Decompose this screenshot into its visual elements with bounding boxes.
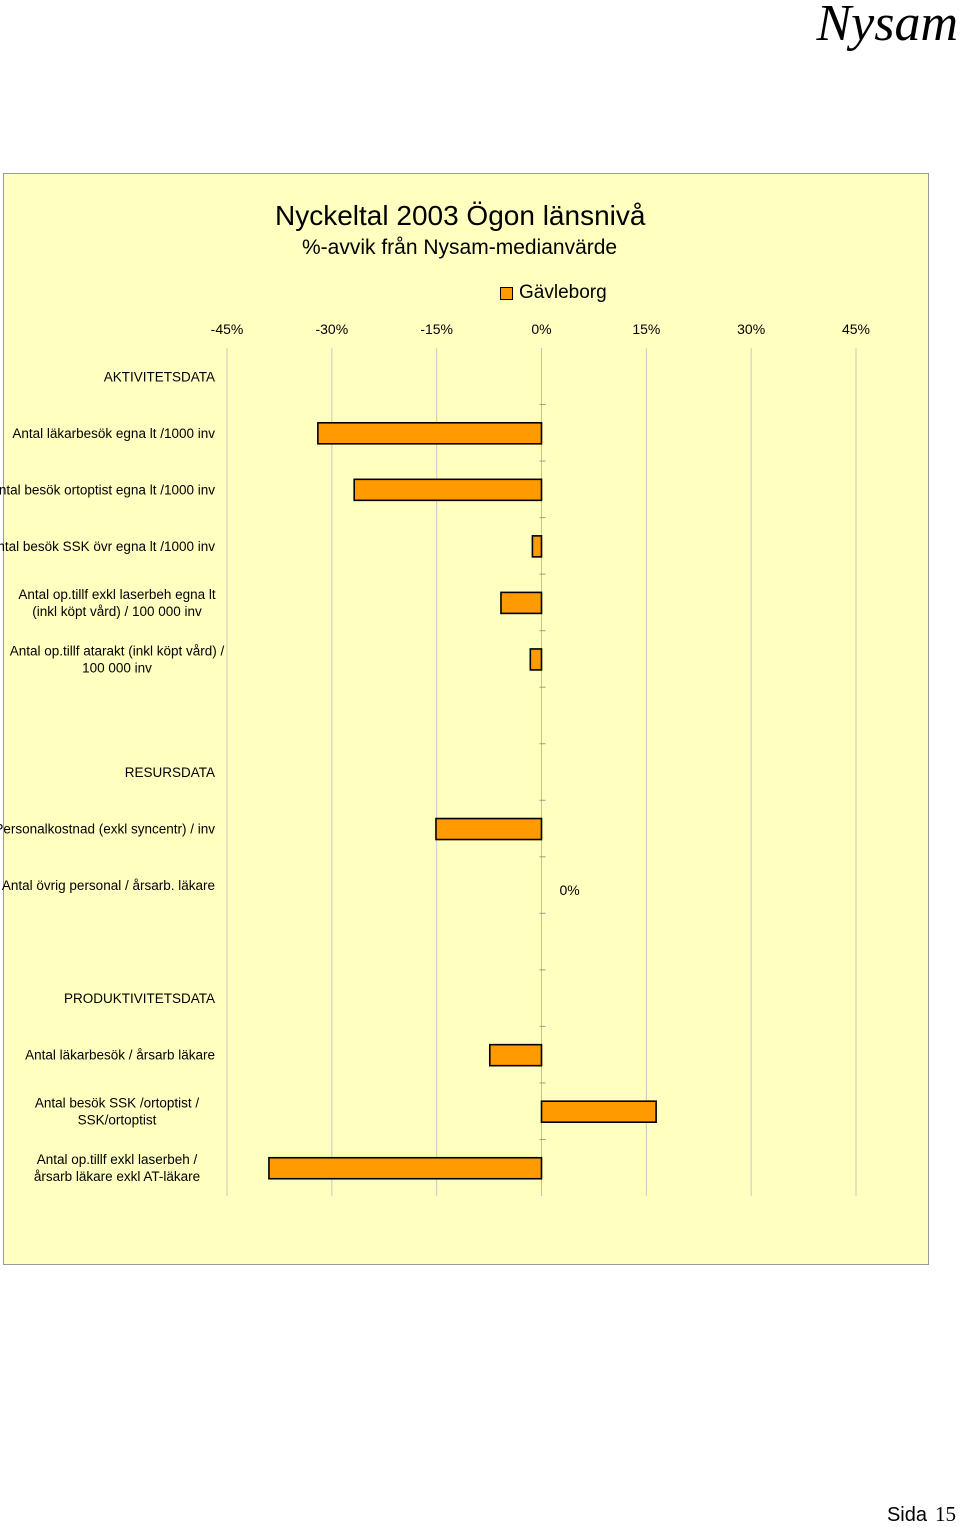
category-label: Antal övrig personal / årsarb. läkare xyxy=(2,878,215,893)
category-label: Antal besök SSK /ortoptist / xyxy=(35,1096,200,1111)
chart-title: Nyckeltal 2003 Ögon länsnivå xyxy=(275,200,646,231)
category-label: Antal op.tillf exkl laserbeh / xyxy=(37,1152,198,1167)
footer-page-number: 15 xyxy=(935,1502,956,1526)
x-tick-label: 15% xyxy=(632,321,660,337)
bar xyxy=(268,1156,543,1180)
category-label: Antal op.tillf atarakt (inkl köpt vård) … xyxy=(10,643,225,658)
category-label: Antal op.tillf exkl laserbeh egna lt xyxy=(18,587,216,602)
x-tick-label: -30% xyxy=(315,321,348,337)
bar xyxy=(353,478,543,502)
category-label: SSK/ortoptist xyxy=(78,1113,157,1128)
category-label: PRODUKTIVITETSDATA xyxy=(64,991,215,1006)
footer-label: Sida xyxy=(886,1504,927,1526)
category-label: Antal läkarbesök / årsarb läkare xyxy=(25,1048,215,1063)
category-label: Antal besök ortoptist egna lt /1000 inv xyxy=(0,482,215,497)
x-tick-label: -15% xyxy=(420,321,453,337)
x-tick-label: 30% xyxy=(737,321,765,337)
bar xyxy=(500,591,543,615)
data-label: 0% xyxy=(560,882,580,898)
category-label: RESURSDATA xyxy=(125,765,215,780)
legend-swatch xyxy=(500,286,513,300)
category-label: Antal besök SSK övr egna lt /1000 inv xyxy=(0,539,215,554)
x-tick-label: 45% xyxy=(842,321,870,337)
x-tick-label: 0% xyxy=(531,321,551,337)
category-label: (inkl köpt vård) / 100 000 inv xyxy=(32,604,202,619)
bar xyxy=(435,817,543,841)
chart-area xyxy=(3,173,929,1265)
category-label: Antal läkarbesök egna lt /1000 inv xyxy=(12,426,215,441)
category-label: Personalkostnad (exkl syncentr) / inv xyxy=(0,822,215,837)
page-footer: Sida 15 xyxy=(887,1502,956,1527)
brand-title: Nysam xyxy=(816,0,958,52)
category-label: 100 000 inv xyxy=(82,660,152,675)
bar-chart: -45% -30% -15% 0% 15% 30% 45% AKTIVITETSDATA Ant… xyxy=(0,321,870,1196)
chart-subtitle: %-avvik från Nysam-medianvärde xyxy=(302,236,618,259)
legend-label: Gävleborg xyxy=(519,282,607,303)
category-label: årsarb läkare exkl AT-läkare xyxy=(34,1169,200,1184)
bar xyxy=(317,421,543,445)
bar xyxy=(540,1100,657,1123)
bar xyxy=(531,535,543,558)
chart-legend: Gävleborg xyxy=(500,282,607,304)
x-tick-label: -45% xyxy=(211,321,244,337)
bar xyxy=(488,1043,543,1067)
category-label: AKTIVITETSDATA xyxy=(104,369,215,384)
bar xyxy=(529,648,543,671)
